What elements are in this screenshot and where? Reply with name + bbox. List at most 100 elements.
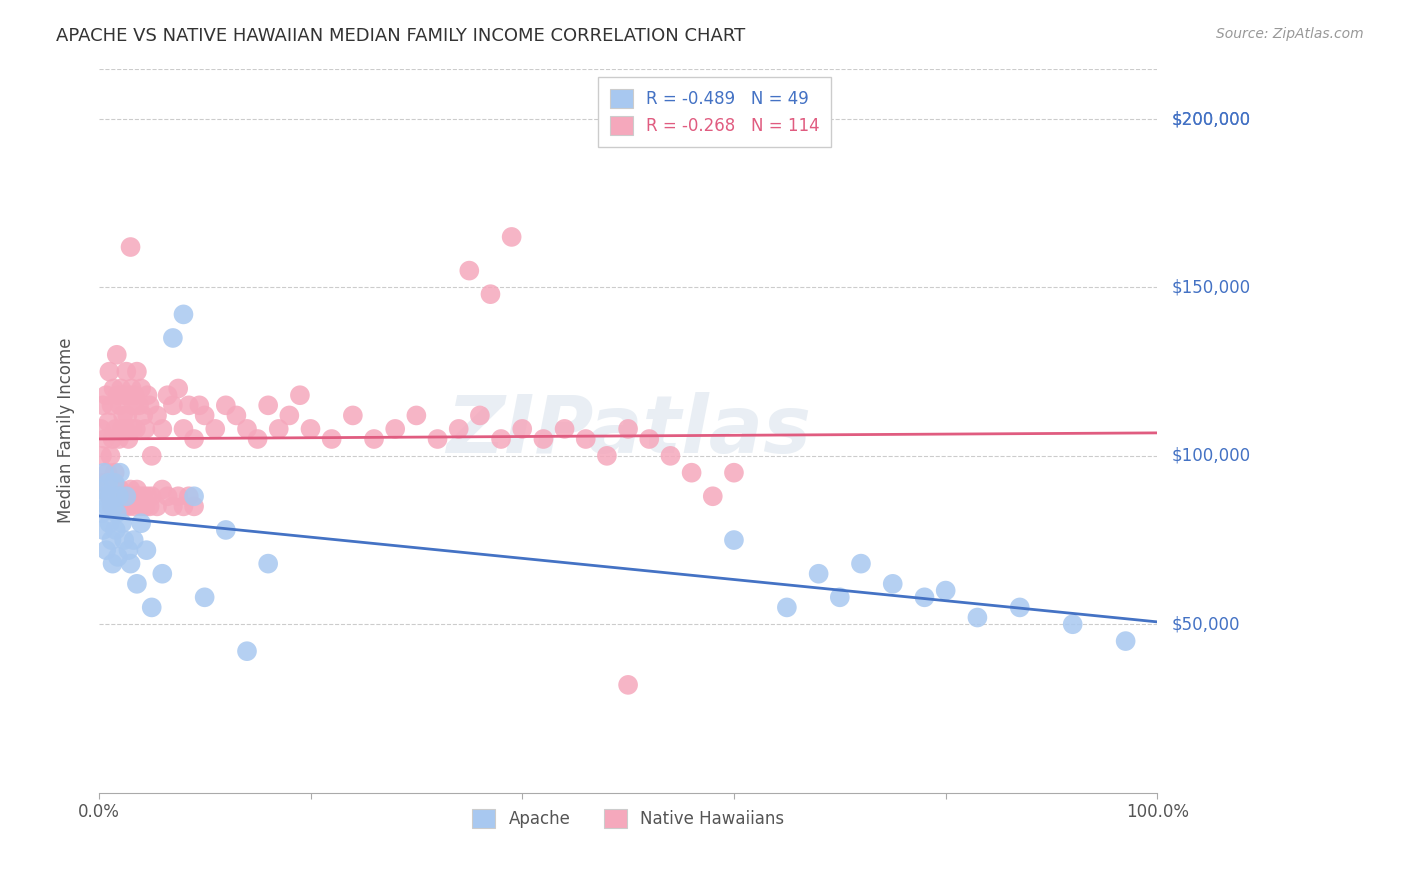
Point <box>100 489 122 503</box>
Point <box>156 489 179 503</box>
Point <box>104 523 127 537</box>
Point <box>135 543 157 558</box>
Point <box>128 398 150 412</box>
Point <box>104 475 127 490</box>
Point <box>117 543 139 558</box>
Text: $200,000: $200,000 <box>1171 110 1250 128</box>
Point <box>150 566 173 581</box>
Point <box>914 591 936 605</box>
Point <box>108 398 131 412</box>
Point <box>96 500 118 514</box>
Point <box>257 557 280 571</box>
Point <box>479 287 502 301</box>
Point <box>111 516 134 531</box>
Point <box>288 388 311 402</box>
Point <box>125 365 148 379</box>
Point <box>134 422 156 436</box>
Point <box>807 566 830 581</box>
Point <box>118 388 141 402</box>
Point <box>1115 634 1137 648</box>
Point <box>100 449 122 463</box>
Point <box>125 422 148 436</box>
Point <box>246 432 269 446</box>
Point <box>966 610 988 624</box>
Point <box>90 422 112 436</box>
Point <box>122 398 145 412</box>
Point <box>122 533 145 547</box>
Point <box>129 516 152 531</box>
Point <box>112 500 135 514</box>
Point <box>156 388 179 402</box>
Point <box>150 422 173 436</box>
Point <box>93 466 115 480</box>
Point <box>125 577 148 591</box>
Point <box>105 348 128 362</box>
Point <box>617 422 640 436</box>
Point <box>100 500 122 514</box>
Point <box>97 415 120 429</box>
Point <box>105 506 128 520</box>
Point <box>828 591 851 605</box>
Point <box>172 422 194 436</box>
Point <box>278 409 301 423</box>
Text: $50,000: $50,000 <box>1171 615 1240 633</box>
Point <box>575 432 598 446</box>
Point <box>458 263 481 277</box>
Point <box>120 483 142 497</box>
Point <box>107 500 129 514</box>
Point <box>468 409 491 423</box>
Point <box>98 516 121 531</box>
Point <box>91 398 114 412</box>
Point <box>117 432 139 446</box>
Point <box>225 409 247 423</box>
Point <box>107 549 129 564</box>
Point <box>267 422 290 436</box>
Point <box>117 500 139 514</box>
Point <box>150 483 173 497</box>
Point <box>183 500 205 514</box>
Point <box>501 230 523 244</box>
Point <box>596 449 619 463</box>
Point <box>723 533 745 547</box>
Point <box>100 533 122 547</box>
Point <box>177 398 200 412</box>
Point <box>342 409 364 423</box>
Point <box>112 409 135 423</box>
Point <box>93 475 115 490</box>
Point <box>111 422 134 436</box>
Point <box>162 331 184 345</box>
Point <box>91 506 114 520</box>
Point <box>681 466 703 480</box>
Point <box>1062 617 1084 632</box>
Text: ZIPatlas: ZIPatlas <box>446 392 811 469</box>
Point <box>194 409 217 423</box>
Point <box>204 422 226 436</box>
Point <box>723 466 745 480</box>
Point <box>104 466 127 480</box>
Point <box>114 422 136 436</box>
Point <box>167 382 190 396</box>
Point <box>91 449 114 463</box>
Point <box>531 432 554 446</box>
Point <box>183 432 205 446</box>
Point <box>136 388 159 402</box>
Point <box>96 388 118 402</box>
Point <box>554 422 576 436</box>
Point <box>138 500 160 514</box>
Point <box>100 398 122 412</box>
Point <box>112 388 135 402</box>
Point <box>129 500 152 514</box>
Point <box>510 422 533 436</box>
Point <box>935 583 957 598</box>
Point <box>129 382 152 396</box>
Text: APACHE VS NATIVE HAWAIIAN MEDIAN FAMILY INCOME CORRELATION CHART: APACHE VS NATIVE HAWAIIAN MEDIAN FAMILY … <box>56 27 745 45</box>
Point <box>94 432 117 446</box>
Point <box>98 489 121 503</box>
Point <box>183 489 205 503</box>
Point <box>299 422 322 436</box>
Point <box>162 398 184 412</box>
Point <box>363 432 385 446</box>
Point <box>125 483 148 497</box>
Point <box>115 489 138 503</box>
Point <box>96 466 118 480</box>
